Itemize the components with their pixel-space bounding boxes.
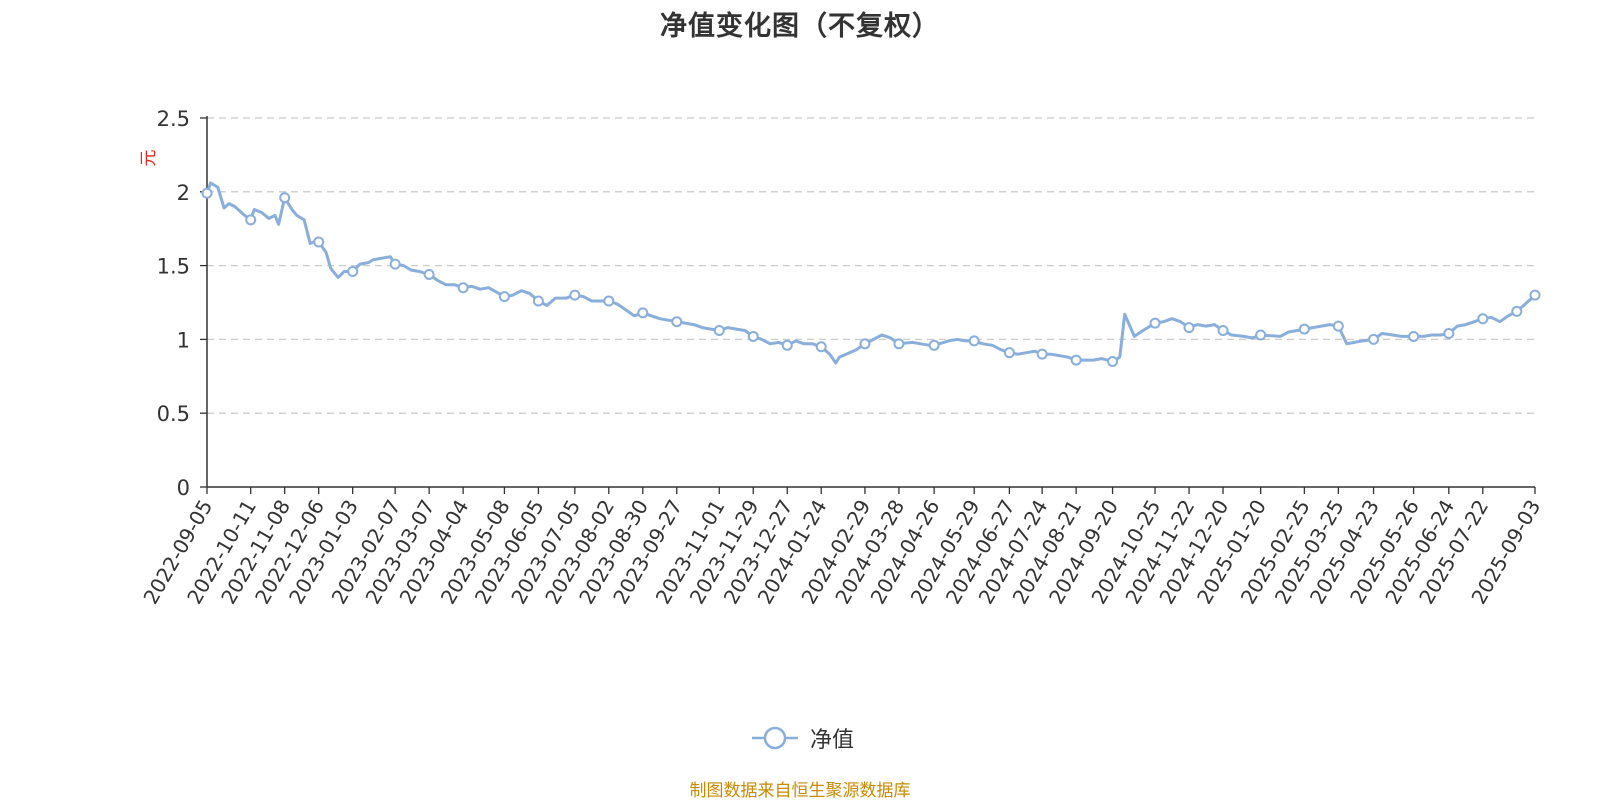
y-axis-label: 元 bbox=[139, 150, 159, 167]
data-point bbox=[1298, 323, 1310, 335]
data-point bbox=[747, 330, 759, 342]
y-tick-label: 0.5 bbox=[157, 402, 190, 426]
data-point bbox=[1511, 305, 1523, 317]
data-point bbox=[1149, 317, 1161, 329]
data-point bbox=[1443, 327, 1455, 339]
data-point bbox=[498, 291, 510, 303]
data-point bbox=[1183, 322, 1195, 334]
chart-title: 净值变化图（不复权） bbox=[660, 11, 940, 42]
data-point bbox=[1107, 356, 1119, 368]
data-point bbox=[1408, 330, 1420, 342]
data-point bbox=[532, 295, 544, 307]
y-tick-label: 2.5 bbox=[157, 107, 190, 131]
y-tick-label: 1 bbox=[177, 328, 190, 352]
legend-label: 净值 bbox=[810, 728, 855, 753]
data-point bbox=[1003, 347, 1015, 359]
source-note: 制图数据来自恒生聚源数据库 bbox=[689, 781, 911, 801]
data-point bbox=[457, 282, 469, 294]
data-point bbox=[1477, 313, 1489, 325]
y-tick-label: 2 bbox=[177, 181, 190, 205]
marker-layer bbox=[201, 187, 1541, 368]
data-point bbox=[637, 307, 649, 319]
data-point bbox=[968, 335, 980, 347]
data-point bbox=[245, 214, 257, 226]
data-point bbox=[893, 338, 905, 350]
legend[interactable]: 净值 bbox=[750, 722, 854, 754]
data-point bbox=[713, 325, 725, 337]
data-point bbox=[603, 295, 615, 307]
data-point bbox=[781, 339, 793, 351]
series-line bbox=[205, 181, 1537, 365]
data-point bbox=[1368, 333, 1380, 345]
data-point bbox=[347, 266, 359, 278]
data-point bbox=[1529, 289, 1541, 301]
data-point bbox=[201, 187, 213, 199]
data-point bbox=[569, 289, 581, 301]
data-point bbox=[423, 268, 435, 280]
data-point bbox=[1036, 348, 1048, 360]
data-point bbox=[1255, 329, 1267, 341]
data-point bbox=[1217, 325, 1229, 337]
data-point bbox=[1332, 320, 1344, 332]
series-layer bbox=[205, 181, 1537, 365]
y-tick-label: 1.5 bbox=[157, 255, 190, 279]
y-tick-label: 0 bbox=[177, 476, 190, 500]
data-point bbox=[859, 338, 871, 350]
data-point bbox=[815, 341, 827, 353]
data-point bbox=[928, 339, 940, 351]
data-point bbox=[671, 316, 683, 328]
data-point bbox=[313, 236, 325, 248]
data-point bbox=[1070, 354, 1082, 366]
data-point bbox=[389, 258, 401, 270]
line-circle-icon bbox=[752, 726, 798, 750]
data-point bbox=[279, 192, 291, 204]
